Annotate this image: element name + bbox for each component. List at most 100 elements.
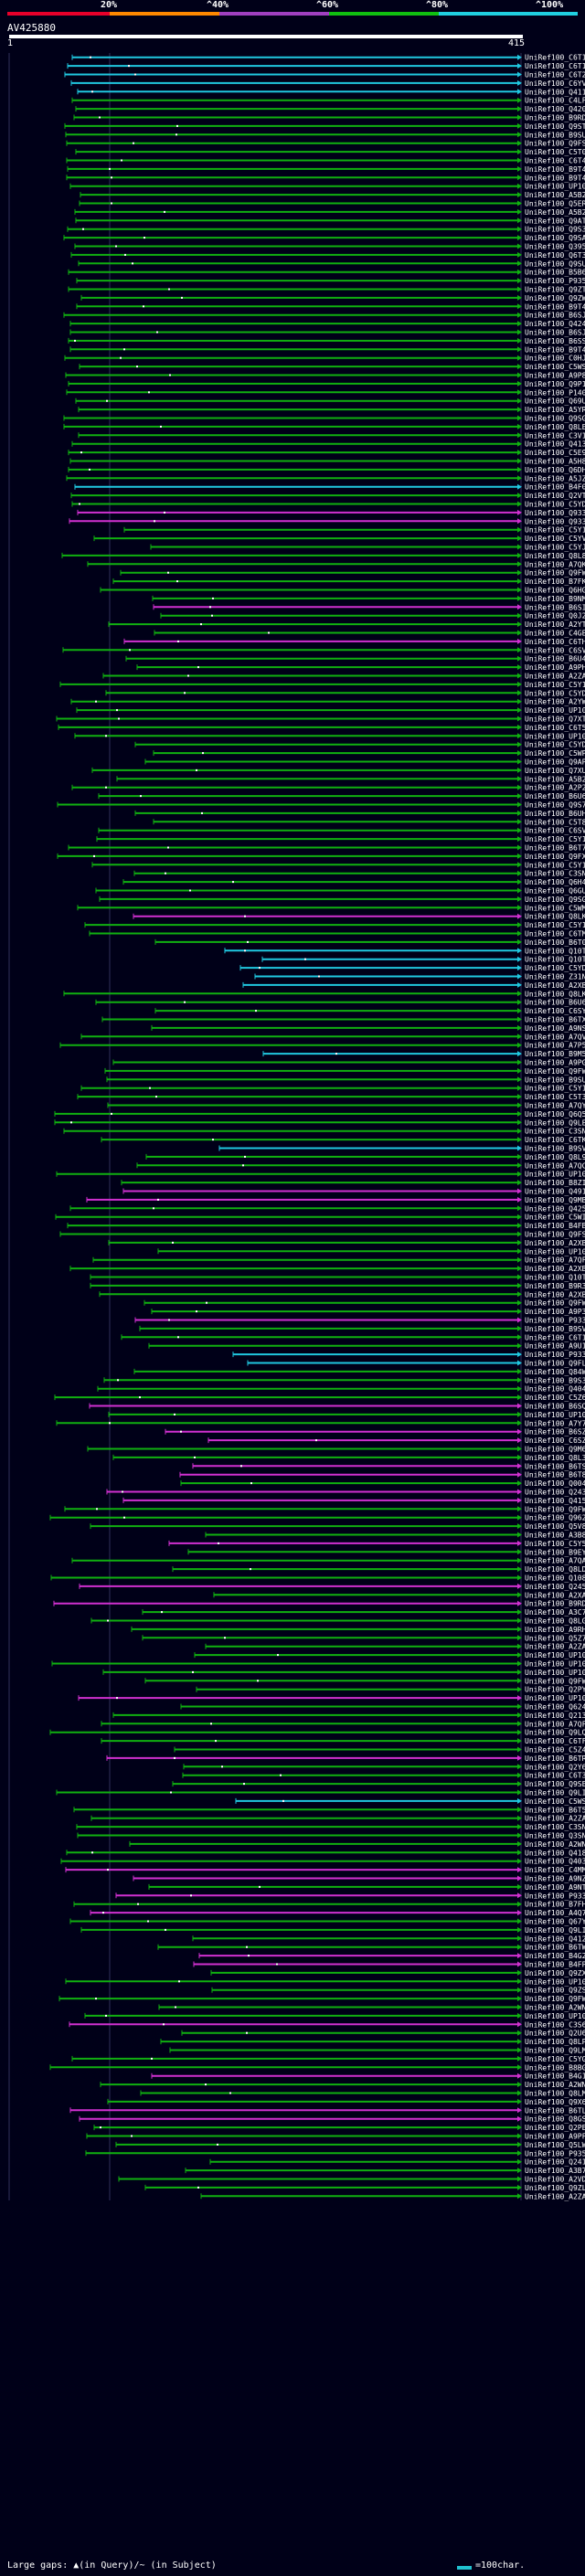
hit-label[interactable]: UniRef100_C3S614 (525, 2020, 585, 2029)
hit-label[interactable]: UniRef100_B6SZA5 (525, 1428, 585, 1436)
hit-row[interactable]: UniRef100_Q8L8H2 (61, 552, 585, 560)
hit-row[interactable]: UniRef100_B4FP93 (193, 1961, 585, 1969)
hit-row[interactable]: UniRef100_Q10828 (50, 1574, 585, 1583)
hit-row[interactable]: UniRef100_B4G1Y6 (151, 2072, 585, 2081)
hit-row[interactable]: UniRef100_A5H8S4 (69, 458, 585, 466)
hit-row[interactable]: UniRef100_Q7XUL2 (91, 767, 585, 775)
hit-row[interactable]: UniRef100_Q9M693 (87, 1446, 585, 1454)
hit-row[interactable]: UniRef100_A9NS8V (151, 1024, 585, 1033)
hit-label[interactable]: UniRef100_P93346 (525, 1317, 585, 1325)
hit-row[interactable]: UniRef100_B6TXI2 (101, 1016, 585, 1024)
hit-row[interactable]: UniRef100_C5Y105 (91, 861, 585, 869)
hit-label[interactable]: UniRef100_A2XBH4 (525, 1265, 585, 1273)
hit-row[interactable]: UniRef100_B9T4X5 (67, 165, 585, 174)
hit-label[interactable]: UniRef100_A2XBM9 (525, 981, 585, 990)
hit-label[interactable]: UniRef100_B4F015 (525, 483, 585, 492)
hit-label[interactable]: UniRef100_A3B858 (525, 1532, 585, 1540)
hit-label[interactable]: UniRef100_A9P8E7 (525, 372, 585, 380)
hit-row[interactable]: UniRef100_Q9SU97 (78, 260, 585, 268)
hit-row[interactable]: UniRef100_Q24300 (106, 1489, 585, 1497)
hit-label[interactable]: UniRef100_B6SJ21 (525, 329, 585, 337)
hit-row[interactable]: UniRef100_B6SQH2 (89, 1403, 585, 1411)
hit-row[interactable]: UniRef100_A2ZA23 (205, 1643, 585, 1651)
hit-label[interactable]: UniRef100_C6T126 (525, 54, 585, 62)
hit-row[interactable]: UniRef100_Q41848 (66, 1849, 585, 1857)
hit-label[interactable]: UniRef100_B9T4X4 (525, 174, 585, 182)
hit-label[interactable]: UniRef100_Q2PES8 (525, 2124, 585, 2132)
hit-row[interactable]: UniRef100_C6TMK6 (89, 930, 585, 938)
hit-row[interactable]: UniRef100_Q9LEN0 (54, 1118, 585, 1127)
hit-label[interactable]: UniRef100_Q9FS92 (525, 1231, 585, 1239)
hit-row[interactable]: UniRef100_B9SUW6 (106, 1076, 585, 1084)
hit-row[interactable]: UniRef100_Q9FS92 (59, 1231, 585, 1239)
hit-label[interactable]: UniRef100_C5T3F4 (525, 1093, 585, 1101)
hit-row[interactable]: UniRef100_C6SVT3 (62, 646, 585, 654)
hit-label[interactable]: UniRef100_Q3SN20 (525, 1832, 585, 1840)
hit-row[interactable]: UniRef100_A7QVH3 (80, 1033, 585, 1041)
hit-label[interactable]: UniRef100_C6T1Z0 (525, 1333, 585, 1341)
hit-label[interactable]: UniRef100_C4GEL1 (525, 630, 585, 638)
hit-row[interactable]: UniRef100_Q9STX0 (64, 122, 585, 131)
hit-row[interactable]: UniRef100_Q5Z712 (142, 1634, 585, 1642)
hit-label[interactable]: UniRef100_A9RHL7 (525, 1626, 585, 1634)
hit-row[interactable]: UniRef100_B9RD76 (73, 114, 585, 122)
hit-label[interactable]: UniRef100_Q9LEN0 (525, 1118, 585, 1127)
hit-row[interactable]: UniRef100_A2WNV2 (100, 2081, 585, 2089)
hit-row[interactable]: UniRef100_Q9LIE9 (56, 1789, 585, 1797)
hit-label[interactable]: UniRef100_C3V176 (525, 431, 585, 440)
hit-row[interactable]: UniRef100_B6T519 (73, 1806, 585, 1814)
hit-label[interactable]: UniRef100_C6THY4 (525, 638, 585, 646)
hit-row[interactable]: UniRef100_C6T127 (67, 62, 585, 70)
hit-label[interactable]: UniRef100_B9M5W0 (525, 1050, 585, 1058)
hit-row[interactable]: UniRef100_Q10T25 (224, 947, 585, 955)
hit-row[interactable]: UniRef100_Q9S7U3 (57, 801, 585, 810)
hit-row[interactable]: UniRef100_Q8LDJ2 (172, 1565, 585, 1574)
hit-label[interactable]: UniRef100_Q9STX0 (525, 122, 585, 131)
hit-row[interactable]: UniRef100_Q24102 (209, 2158, 585, 2167)
hit-row[interactable]: UniRef100_A7P5V5 (59, 1042, 585, 1050)
hit-label[interactable]: UniRef100_A2YTS4 (525, 620, 585, 629)
hit-row[interactable]: UniRef100_B9SVX9 (139, 1325, 585, 1333)
hit-label[interactable]: UniRef100_A5B263 (525, 208, 585, 217)
hit-row[interactable]: UniRef100_A3B858 (205, 1532, 585, 1540)
hit-row[interactable]: UniRef100_Q9ZXY4 (210, 1969, 585, 1977)
hit-row[interactable]: UniRef100_Q6T369 (70, 251, 585, 260)
hit-label[interactable]: UniRef100_A7QVH3 (525, 1033, 585, 1041)
hit-label[interactable]: UniRef100_Q9FWP8 (525, 1299, 585, 1308)
hit-label[interactable]: UniRef100_B9T4X3 (525, 302, 585, 311)
hit-label[interactable]: UniRef100_B6T519 (525, 1806, 585, 1814)
hit-label[interactable]: UniRef100_Q10T24 (525, 956, 585, 964)
hit-row[interactable]: UniRef100_Q42044 (75, 105, 585, 113)
hit-row[interactable]: UniRef100_Q7XT29 (56, 716, 585, 724)
hit-label[interactable]: UniRef100_P93345 (525, 1892, 585, 1900)
hit-label[interactable]: UniRef100_B6UHC7 (525, 810, 585, 818)
hit-row[interactable]: UniRef100_C4MM95 (65, 1866, 585, 1874)
hit-label[interactable]: UniRef100_Q9SU97 (525, 260, 585, 268)
hit-row[interactable]: UniRef100_B9T4X3 (76, 302, 585, 311)
hit-label[interactable]: UniRef100_A9NTT1 (525, 1883, 585, 1892)
hit-row[interactable]: UniRef100_B9RD77 (53, 1600, 585, 1608)
hit-row[interactable]: UniRef100_Q8L318 (112, 1454, 585, 1462)
hit-row[interactable]: UniRef100_A3C750 (142, 1608, 585, 1617)
hit-row[interactable]: UniRef100_A2XBH4 (69, 1265, 585, 1273)
hit-row[interactable]: UniRef100_C6T5C6 (58, 724, 585, 732)
hit-row[interactable]: UniRef100_B6TSN7 (192, 1462, 585, 1470)
hit-label[interactable]: UniRef100_C5Y157 (525, 921, 585, 929)
hit-label[interactable]: UniRef100_Q41848 (525, 1849, 585, 1857)
hit-label[interactable]: UniRef100_Q24102 (525, 2158, 585, 2167)
hit-label[interactable]: UniRef100_C5WSJ4 (525, 363, 585, 371)
hit-row[interactable]: UniRef100_C6SZS2 (207, 1436, 585, 1445)
hit-row[interactable]: UniRef100_B6TRD6 (106, 1754, 585, 1763)
hit-label[interactable]: UniRef100_Q8L9F1 (525, 1153, 585, 1161)
hit-label[interactable]: UniRef100_B9RD77 (525, 1600, 585, 1608)
hit-label[interactable]: UniRef100_Q00451 (525, 1479, 585, 1488)
hit-row[interactable]: UniRef100_A5B265 (80, 191, 585, 199)
hit-row[interactable]: UniRef100_Q9P1W2 (68, 380, 585, 388)
hit-label[interactable]: UniRef100_C6SVN9 (525, 827, 585, 835)
hit-row[interactable]: UniRef100_C6T234 (64, 71, 585, 80)
hit-label[interactable]: UniRef100_Q93333 (525, 517, 585, 525)
hit-row[interactable]: UniRef100_C5Y157 (84, 921, 585, 929)
hit-label[interactable]: UniRef100_Q9AP24 (525, 758, 585, 767)
hit-row[interactable]: UniRef100_Q9LIE8 (80, 1926, 585, 1935)
hit-label[interactable]: UniRef100_A3B7K1 (525, 2167, 585, 2175)
